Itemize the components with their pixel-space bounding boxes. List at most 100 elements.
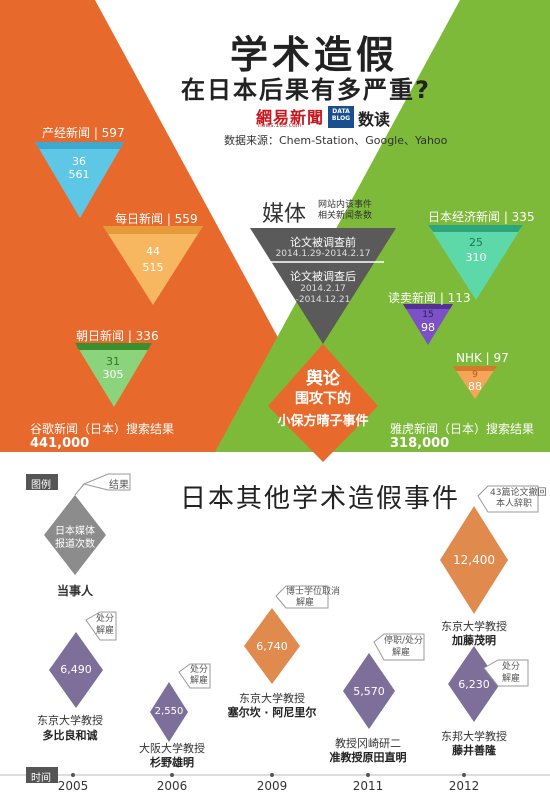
event-2011-person-1: 教授冈崎研二 (335, 737, 401, 750)
center-label-2: 围攻下的 (295, 391, 351, 407)
after-label: 论文被调查后 (290, 270, 356, 283)
google-value: 441,000 (30, 436, 90, 451)
event-2012b-person-2: 藤井善隆 (452, 744, 496, 757)
yomiuri-after: 98 (421, 321, 435, 334)
legend-diamond (44, 495, 106, 575)
event-diamond-2012b (448, 646, 500, 722)
data-source: 数据来源：Chem-Station、Google、Yahoo (224, 134, 448, 147)
page-title: 学术造假 (229, 33, 399, 77)
section2-title: 日本其他学术造假事件 (180, 484, 461, 514)
event-diamond-2005 (49, 632, 103, 708)
green-panel (215, 0, 550, 452)
event-2005-result-2: 解雇 (96, 626, 115, 636)
legend-diamond-1: 日本媒体 (55, 526, 95, 537)
sankei-label: 产经新闻 | 597 (42, 126, 125, 140)
event-2011-person-2: 准教授原田直明 (329, 751, 407, 764)
asahi-label: 朝日新闻 | 336 (76, 329, 159, 343)
yahoo-label: 雅虎新闻（日本）搜索结果 (390, 422, 535, 436)
event-2012a-person-1: 东京大学教授 (441, 620, 507, 633)
nikkei-before: 25 (469, 236, 483, 249)
netease-news-logo: 網易新聞 (256, 108, 325, 127)
before-dates: 2014.1.29-2014.2.17 (275, 249, 371, 259)
datablog-logo: DATA BLOG (328, 106, 354, 128)
time-tag: 时间 (31, 773, 51, 784)
legend-tag: 图例 (31, 480, 51, 491)
event-2006-value: 2,550 (154, 706, 184, 717)
event-2012b-person-1: 东邦大学教授 (441, 730, 507, 743)
netease-news-sublogo: news.163.com (258, 122, 302, 129)
shudu-logo: 数读 (358, 110, 391, 129)
mainichi-label: 每日新闻 | 559 (115, 212, 198, 226)
event-2006-person-2: 杉野雄明 (150, 756, 194, 769)
after-dates-1: 2014.2.17 (300, 284, 346, 294)
media-legend-subtitle-1: 网站内该事件 (318, 200, 373, 210)
nhk-triangle (453, 366, 497, 399)
event-2009-person-2: 塞尔坎 · 阿尼里尔 (227, 706, 317, 719)
event-diamond-2006 (150, 682, 188, 742)
event-diamond-2009 (244, 608, 300, 684)
year-2012: 2012 (448, 779, 480, 793)
event-2011-result-2: 解雇 (392, 648, 411, 658)
yomiuri-label: 读卖新闻 | 113 (388, 291, 471, 305)
event-2006-result-2: 解雇 (190, 676, 209, 686)
asahi-before: 31 (106, 355, 120, 368)
event-2006-result-1: 处分 (190, 665, 209, 675)
center-label-1: 舆论 (306, 369, 340, 389)
event-2012a-person-2: 加藤茂明 (452, 634, 496, 647)
legend-person: 当事人 (56, 584, 94, 598)
mainichi-triangle (103, 226, 203, 305)
media-legend-triangle (250, 228, 396, 344)
media-legend-title: 媒体 (262, 202, 307, 227)
center-diamond (268, 344, 378, 462)
event-diamond-2012a (440, 506, 508, 614)
event-2009-value: 6,740 (256, 640, 288, 653)
event-diamond-2011 (343, 653, 395, 729)
event-2005-person-2: 多比良和诚 (42, 729, 98, 742)
asahi-after: 305 (102, 368, 124, 381)
event-2009-result-1: 博士学位取消 (286, 587, 341, 597)
nhk-after: 88 (468, 380, 482, 393)
yahoo-value: 318,000 (390, 436, 450, 451)
yomiuri-before: 15 (422, 310, 434, 320)
nikkei-label: 日本经济新闻 | 335 (428, 210, 535, 224)
legend-diamond-2: 报道次数 (55, 539, 95, 550)
sankei-triangle (35, 142, 124, 218)
event-2005-value: 6,490 (60, 663, 92, 676)
mainichi-after: 515 (142, 261, 164, 274)
year-2005: 2005 (57, 779, 89, 793)
page-subtitle: 在日本后果有多严重? (181, 76, 431, 104)
event-2011-value: 5,570 (353, 685, 385, 698)
nikkei-after: 310 (465, 251, 487, 264)
media-legend-subtitle-2: 相关新闻条数 (318, 211, 373, 221)
before-label: 论文被调查前 (290, 236, 356, 249)
sankei-before: 36 (72, 155, 86, 168)
after-dates-2: -2014.12.21 (295, 295, 351, 305)
event-2009-person-1: 东京大学教授 (239, 692, 305, 705)
nhk-label: NHK | 97 (456, 351, 509, 365)
mainichi-before: 44 (146, 245, 160, 258)
event-2012a-result-2: 本人辞职 (496, 499, 533, 509)
center-label-3: 小保方晴子事件 (277, 414, 369, 429)
event-2012b-result-2: 解雇 (502, 674, 521, 684)
google-label: 谷歌新闻（日本）搜索结果 (30, 422, 175, 436)
legend-result: 结果 (109, 480, 129, 491)
event-2006-person-1: 大阪大学教授 (139, 742, 205, 755)
asahi-triangle (75, 343, 152, 407)
year-2009: 2009 (256, 779, 288, 793)
nhk-before: 9 (472, 370, 478, 380)
nikkei-triangle (428, 225, 523, 300)
event-2012a-value: 12,400 (453, 553, 495, 567)
yomiuri-triangle (403, 304, 453, 345)
event-2005-person-1: 东京大学教授 (37, 714, 103, 727)
event-2011-result-1: 停职/处分 (384, 636, 424, 646)
event-2009-result-2: 解雇 (296, 598, 315, 608)
year-2011: 2011 (352, 779, 384, 793)
event-2012b-result-1: 处分 (502, 662, 521, 672)
sankei-after: 561 (68, 168, 90, 181)
event-2005-result-1: 处分 (96, 614, 115, 624)
event-2012a-result-1: 43篇论文撤回 (490, 488, 547, 498)
year-2006: 2006 (156, 779, 188, 793)
event-2012b-value: 6,230 (458, 678, 490, 691)
